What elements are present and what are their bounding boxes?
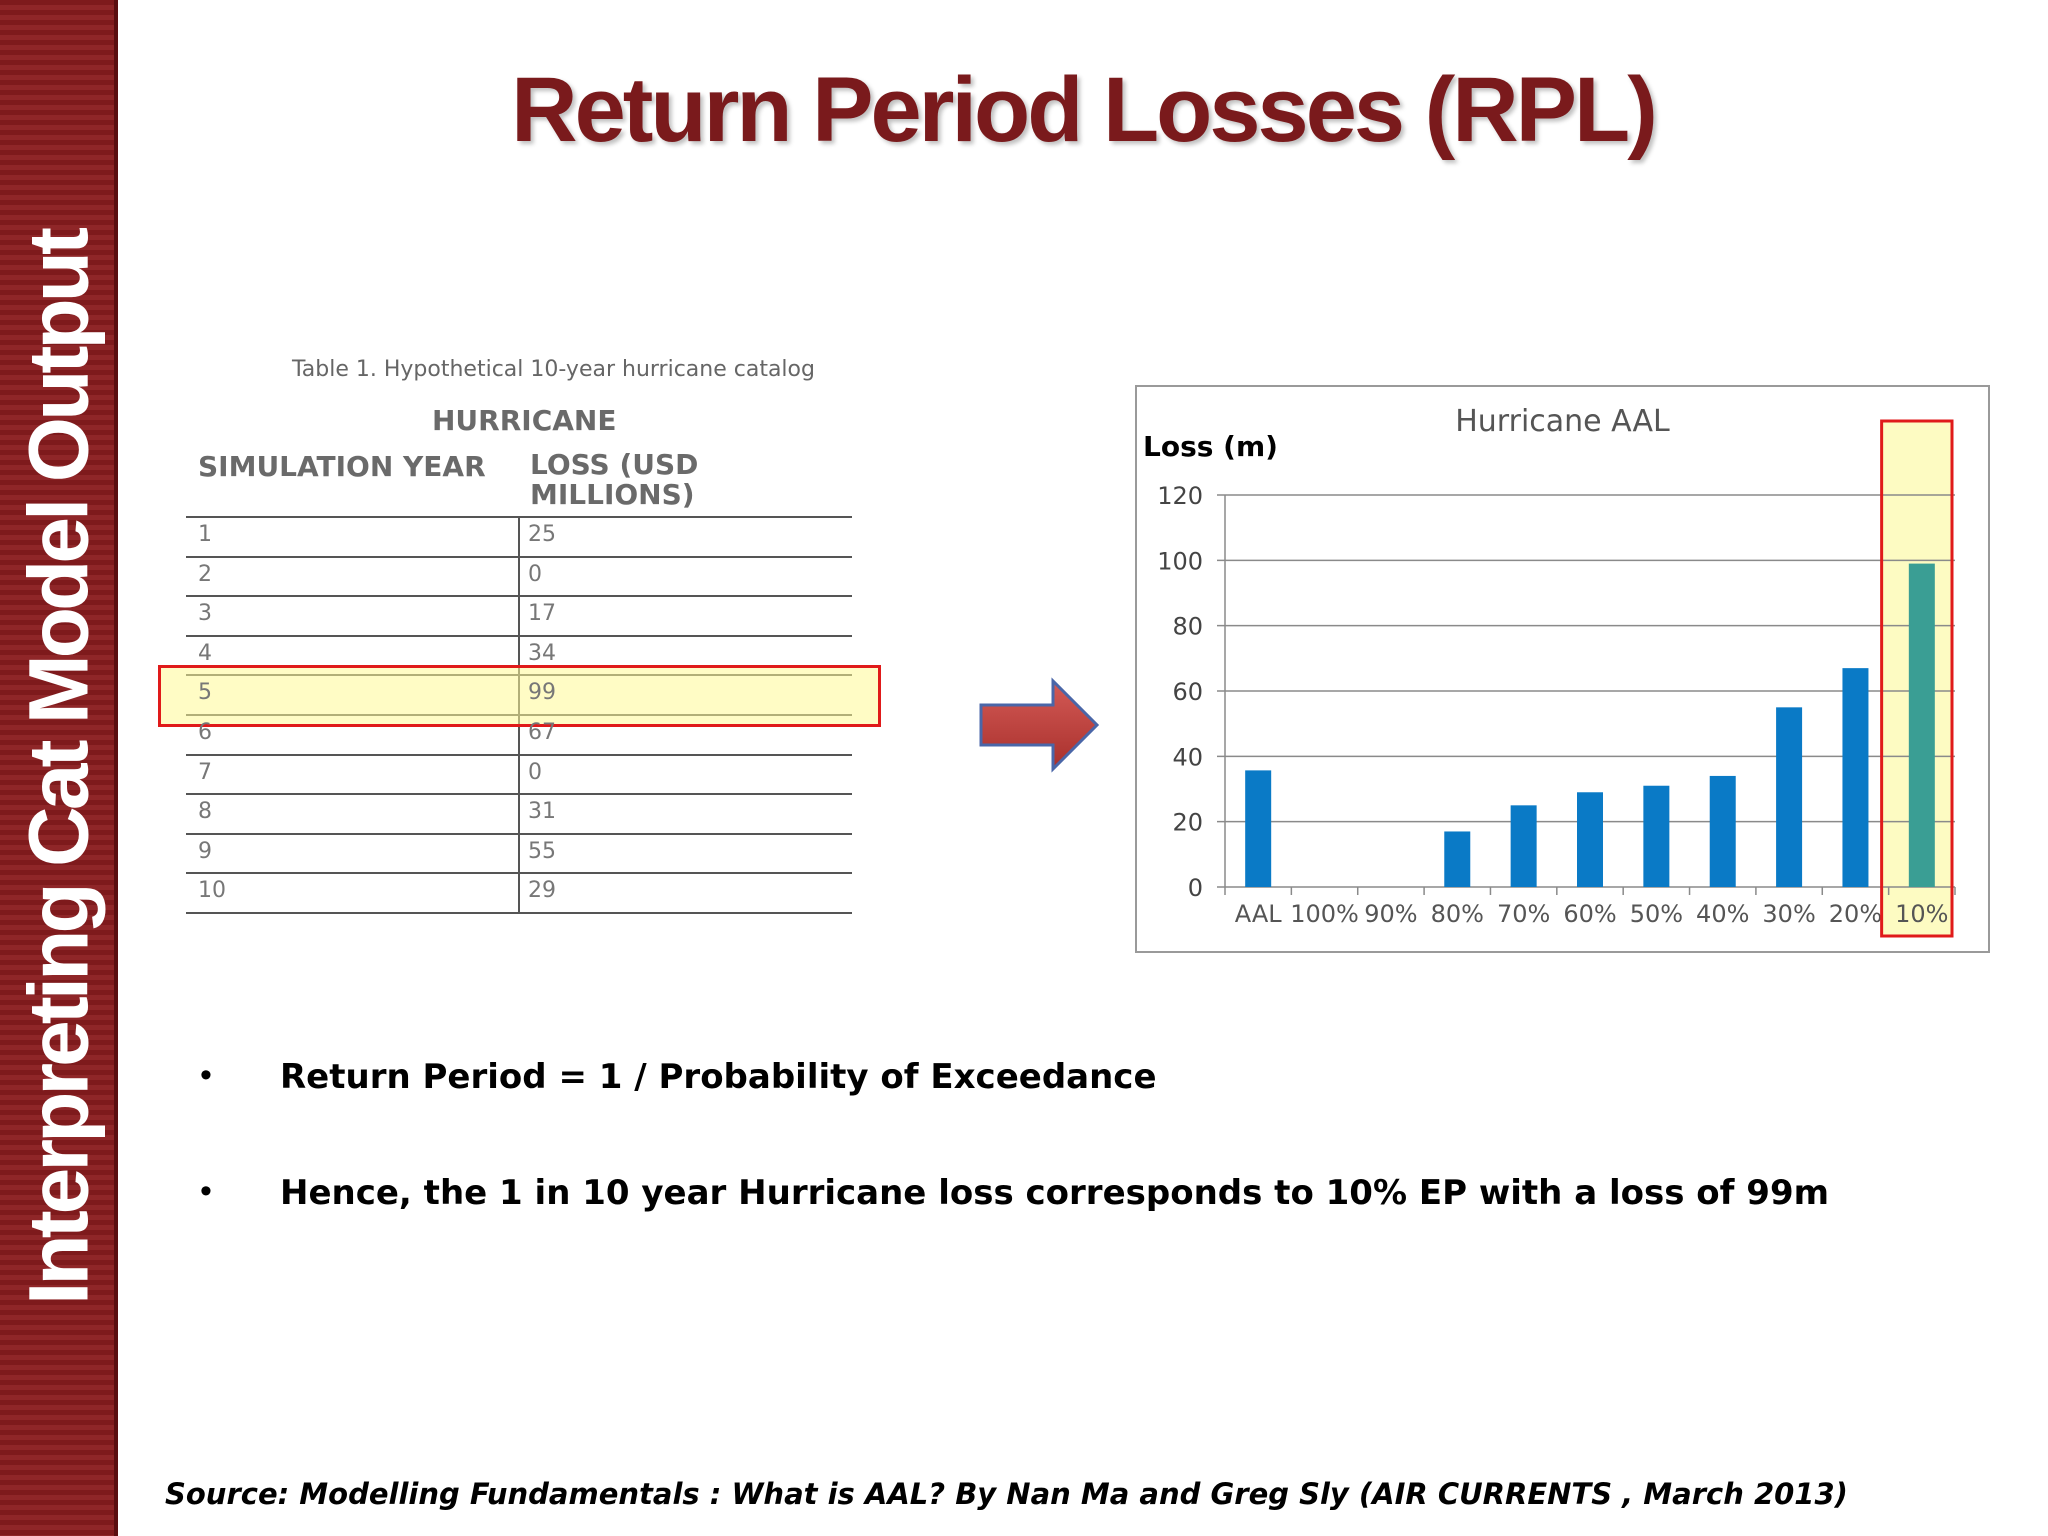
y-axis-label: Loss (m)	[1143, 430, 1278, 463]
bar-20%	[1842, 668, 1869, 887]
bar-AAL	[1245, 770, 1272, 887]
cell-loss: 67	[528, 720, 556, 745]
x-tick-label: 50%	[1630, 900, 1683, 928]
table-row: 1 25	[186, 516, 852, 556]
x-tick-label: 90%	[1364, 900, 1417, 928]
chart-title: Hurricane AAL	[1455, 404, 1670, 439]
x-tick-label: 10%	[1895, 900, 1948, 928]
table-row: 6 67	[186, 714, 852, 754]
bar-40%	[1709, 775, 1736, 887]
y-tick-label: 60	[1172, 678, 1203, 706]
x-tick-label: 100%	[1290, 900, 1359, 928]
right-arrow-icon	[979, 677, 1100, 773]
table-row: 9 55	[186, 833, 852, 873]
y-tick-label: 0	[1188, 874, 1203, 902]
highlighted-row-box	[158, 665, 881, 727]
cell-year: 5	[198, 680, 212, 706]
highlight-column-border	[1880, 419, 1954, 938]
table-row: 3 17	[186, 595, 852, 635]
cell-loss: 55	[528, 838, 556, 864]
y-tick-label: 40	[1172, 743, 1203, 771]
bar-50%	[1643, 785, 1670, 887]
x-tick-label: 80%	[1431, 900, 1484, 928]
x-tick-label: 30%	[1762, 900, 1815, 928]
cell-year: 10	[198, 878, 226, 904]
x-tick-label: AAL	[1235, 900, 1283, 928]
table-caption: Table 1. Hypothetical 10-year hurricane …	[292, 357, 815, 382]
bullet-marker-1: •	[200, 1056, 212, 1094]
bar-30%	[1776, 707, 1803, 887]
slide-title: Return Period Losses (RPL)	[511, 59, 1658, 161]
source-citation: Source: Modelling Fundamentals : What is…	[165, 1477, 1848, 1511]
cell-year: 1	[198, 522, 212, 547]
cell-loss: 31	[528, 799, 556, 825]
table-group-header: HURRICANE	[432, 404, 617, 437]
bar-70%	[1510, 805, 1537, 887]
cell-year: 7	[198, 759, 212, 785]
bar-80%	[1444, 831, 1471, 887]
table-rule	[186, 912, 852, 914]
table-row: 10 29	[186, 872, 852, 912]
cell-loss: 99	[528, 680, 556, 706]
table-row: 8 31	[186, 793, 852, 833]
sidebar: Interpreting Cat Model Output	[0, 0, 118, 1536]
x-tick-label: 60%	[1563, 900, 1616, 928]
cell-loss: 34	[528, 640, 556, 666]
cell-year: 3	[198, 601, 212, 627]
x-tick-label: 70%	[1497, 900, 1550, 928]
bullet-text-2: Hence, the 1 in 10 year Hurricane loss c…	[280, 1173, 1830, 1213]
cell-year: 6	[198, 720, 212, 745]
y-tick-label: 100	[1157, 547, 1203, 575]
cell-year: 4	[198, 640, 212, 666]
y-tick-label: 120	[1157, 482, 1203, 510]
column-header-loss: LOSS (USD MILLIONS)	[530, 448, 699, 511]
bullet-marker-2: •	[200, 1172, 212, 1210]
cell-year: 2	[198, 561, 212, 587]
bar-10%	[1908, 563, 1935, 887]
table-row: 5 99	[186, 674, 852, 714]
bullet-text-1: Return Period = 1 / Probability of Excee…	[280, 1057, 1157, 1097]
cell-loss: 17	[528, 601, 556, 627]
sidebar-title: Interpreting Cat Model Output	[11, 231, 106, 1305]
cell-loss: 0	[528, 759, 542, 785]
cell-loss: 25	[528, 522, 556, 547]
bar-60%	[1577, 792, 1603, 887]
table-row: 4 34	[186, 635, 852, 675]
y-tick-label: 80	[1172, 613, 1203, 641]
cell-loss: 0	[528, 561, 542, 587]
x-tick-label: 40%	[1696, 900, 1749, 928]
x-tick-label: 20%	[1829, 900, 1882, 928]
cell-year: 8	[198, 799, 212, 825]
cell-year: 9	[198, 838, 212, 864]
y-tick-label: 20	[1172, 809, 1203, 837]
column-header-year: SIMULATION YEAR	[198, 450, 486, 483]
bar-chart: 0 20 40 60 80 100 120 AAL 100% 90% 80% 70% 60% 50% 40%…	[1157, 419, 1956, 938]
cell-loss: 29	[528, 878, 556, 904]
